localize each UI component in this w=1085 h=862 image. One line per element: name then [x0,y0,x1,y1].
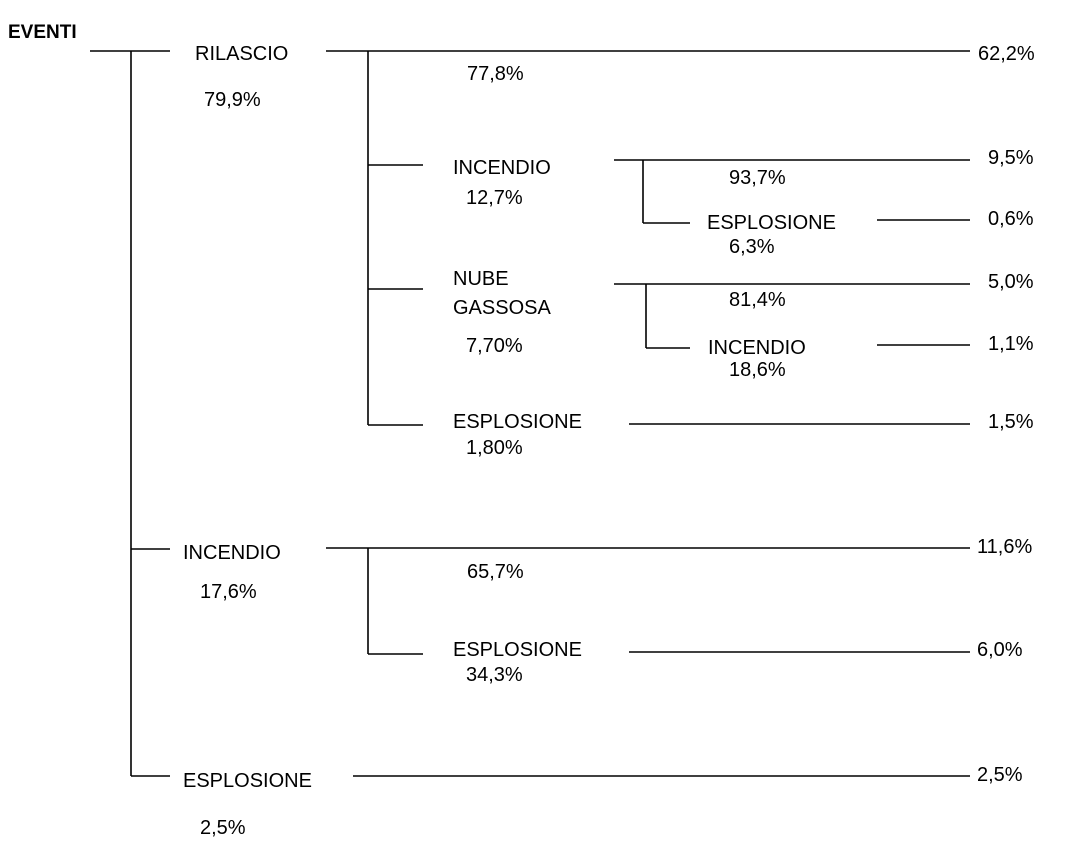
rilascio-esplosione-outcome: 1,5% [988,411,1034,433]
rilascio-incendio-cont-pct: 93,7% [729,167,786,189]
rilascio-label: RILASCIO [195,43,288,65]
rilascio-incendio-esplosione-outcome: 0,6% [988,208,1034,230]
rilascio-nube-cont-pct: 81,4% [729,289,786,311]
rilascio-nube-label-line2: GASSOSA [453,297,551,319]
incendio-esplosione-pct: 34,3% [466,664,523,686]
rilascio-esplosione-pct: 1,80% [466,437,523,459]
esplosione-pct: 2,5% [200,817,246,839]
incendio-outcome: 11,6% [977,536,1032,558]
esplosione-label: ESPLOSIONE [183,770,312,792]
rilascio-pct: 79,9% [204,89,261,111]
rilascio-outcome: 62,2% [978,43,1035,65]
rilascio-incendio-label: INCENDIO [453,157,551,179]
rilascio-nube-pct: 7,70% [466,335,523,357]
rilascio-esplosione-label: ESPLOSIONE [453,411,582,433]
esplosione-outcome: 2,5% [977,764,1023,786]
incendio-esplosione-outcome: 6,0% [977,639,1023,661]
incendio-cont-pct: 65,7% [467,561,524,583]
rilascio-incendio-outcome: 9,5% [988,147,1034,169]
rilascio-incendio-esplosione-label: ESPLOSIONE [707,212,836,234]
rilascio-nube-label-line1: NUBE [453,268,509,290]
incendio-esplosione-label: ESPLOSIONE [453,639,582,661]
rilascio-nube-incendio-pct: 18,6% [729,359,786,381]
incendio-pct: 17,6% [200,581,257,603]
root-label: EVENTI [8,22,77,43]
rilascio-nube-outcome: 5,0% [988,271,1034,293]
incendio-label: INCENDIO [183,542,281,564]
rilascio-nube-incendio-label: INCENDIO [708,337,806,359]
rilascio-incendio-esplosione-pct: 6,3% [729,236,775,258]
rilascio-incendio-pct: 12,7% [466,187,523,209]
rilascio-cont-pct: 77,8% [467,63,524,85]
rilascio-nube-incendio-outcome: 1,1% [988,333,1034,355]
